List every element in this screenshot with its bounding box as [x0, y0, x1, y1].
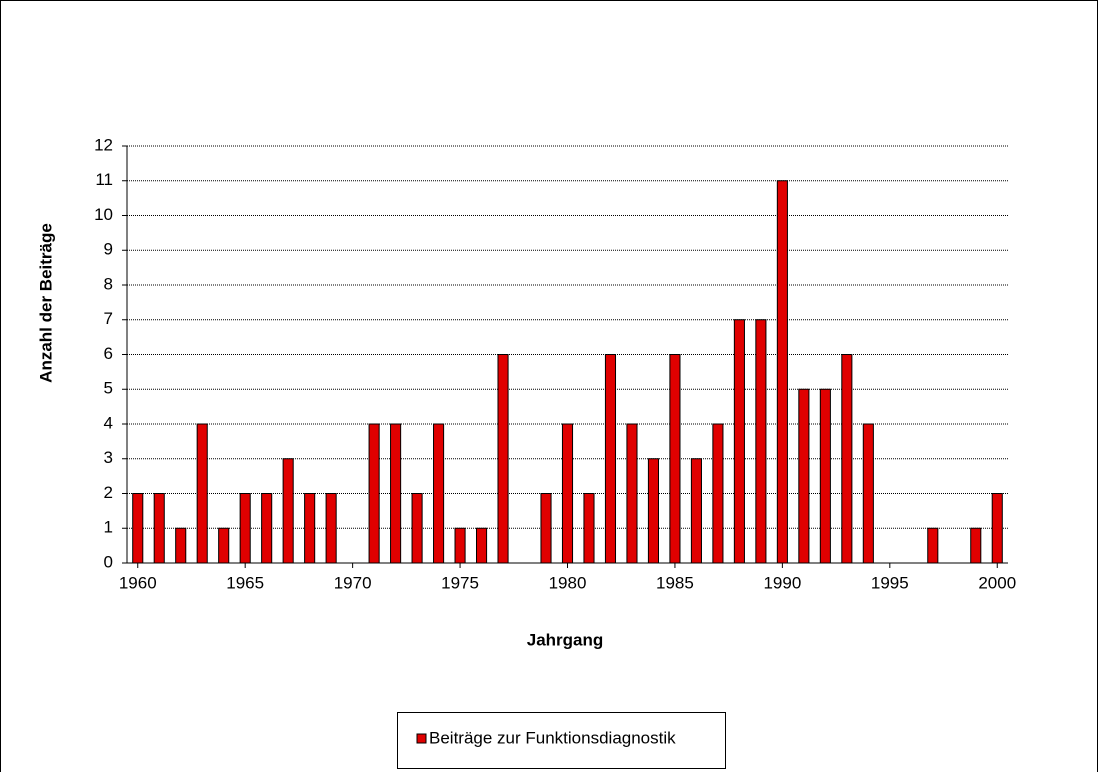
legend-swatch	[416, 733, 427, 744]
bar	[497, 354, 509, 564]
x-tick-label: 1960	[119, 573, 157, 592]
x-tick-label: 1965	[226, 573, 264, 592]
legend-label: Beiträge zur Funktionsdiagnostik	[429, 728, 676, 747]
bar	[239, 493, 251, 564]
bar	[712, 423, 724, 564]
y-axis-label: Anzahl der Beiträge	[36, 223, 55, 383]
bar	[647, 458, 660, 564]
bar	[475, 527, 488, 564]
bar	[755, 319, 767, 564]
bar	[690, 458, 702, 564]
y-tick-label: 7	[104, 309, 113, 328]
bar	[304, 493, 316, 564]
y-tick-label: 10	[94, 205, 113, 224]
y-tick-label: 0	[104, 552, 113, 571]
y-tick-label: 3	[104, 448, 113, 467]
bar	[390, 423, 402, 564]
x-tick-label: 1980	[549, 573, 587, 592]
bar	[196, 423, 208, 564]
bar	[433, 423, 445, 564]
bar	[733, 319, 745, 564]
x-tick-label: 1985	[656, 573, 694, 592]
bar	[669, 354, 681, 564]
x-tick-label: 1990	[763, 573, 801, 592]
bar	[282, 458, 294, 564]
bar	[841, 354, 853, 564]
bar	[325, 493, 337, 564]
bar	[218, 527, 230, 564]
x-axis-label: Jahrgang	[527, 630, 604, 649]
y-tick-label: 5	[104, 379, 113, 398]
bar	[540, 493, 552, 564]
x-tick-label: 1975	[441, 573, 479, 592]
x-tick-label: 1970	[334, 573, 372, 592]
bar	[153, 493, 165, 564]
y-tick-label: 8	[104, 274, 113, 293]
bar	[454, 527, 466, 564]
bar	[561, 423, 574, 564]
x-tick-label: 2000	[978, 573, 1016, 592]
bar	[626, 423, 638, 564]
bar	[132, 493, 144, 564]
bar	[411, 493, 423, 564]
bar	[798, 388, 810, 564]
bar	[604, 354, 617, 564]
x-tick-label: 1995	[871, 573, 909, 592]
y-tick-label: 1	[104, 518, 113, 537]
bar	[819, 388, 831, 564]
y-tick-label: 9	[104, 240, 113, 259]
bar	[862, 423, 874, 564]
bar	[776, 180, 788, 564]
y-tick-label: 12	[94, 135, 113, 154]
bar	[175, 527, 187, 564]
bar	[970, 527, 982, 564]
legend-box	[397, 712, 726, 769]
y-tick-label: 11	[95, 170, 113, 189]
y-tick-label: 2	[104, 483, 113, 502]
bar	[583, 493, 595, 564]
bar	[261, 493, 273, 564]
bar	[927, 527, 939, 564]
bar	[991, 493, 1003, 564]
y-tick-label: 4	[104, 413, 113, 432]
bar	[368, 423, 380, 564]
y-tick-label: 6	[104, 344, 113, 363]
